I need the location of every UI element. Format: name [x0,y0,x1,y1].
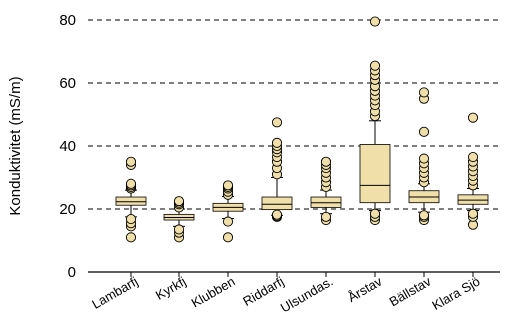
category-label-7: Klara Sjö [429,274,482,313]
outlier-point [467,151,479,163]
grid-layer [88,19,500,210]
outlier-point [467,208,479,219]
y-tick-label-40: 40 [59,138,76,155]
category-label-6: Bällstav [387,273,434,309]
box-group-5 [359,16,391,226]
y-tick-labels: 0 20 40 60 80 [59,12,76,281]
outlier-point [222,232,234,243]
box-group-1 [163,196,195,243]
category-label-5: Årstav [345,273,385,305]
box-iqr [261,196,293,211]
category-label-1: Kyrkfj [153,274,189,303]
outlier-point [418,87,430,98]
box-layer [115,16,489,243]
y-axis-title: Konduktivitet (mS/m) [7,76,24,215]
outlier-point [173,196,185,207]
outlier-point [271,209,283,220]
outlier-point [369,16,381,27]
outlier-point [125,232,137,243]
outlier-point [271,117,283,128]
outlier-point [173,224,185,235]
box-group-3 [261,117,293,222]
box-iqr [457,194,489,205]
outlier-point [125,214,137,225]
outlier-point [222,180,234,191]
box-iqr [115,196,147,206]
category-label-4: Ulsundas. [278,274,336,316]
outlier-point [369,60,381,71]
box-iqr [359,144,391,204]
outlier-point [125,156,137,167]
box-group-2 [212,180,244,243]
box-group-6 [408,87,440,226]
category-label-0: Lambarfj [89,274,140,312]
box-group-0 [115,156,147,243]
outlier-point [369,208,381,219]
y-tick-label-80: 80 [59,12,76,29]
box-group-4 [310,156,342,226]
outlier-point [418,153,430,164]
y-tick-label-0: 0 [68,264,76,281]
outlier-point [320,211,332,222]
outlier-point [467,112,479,123]
outlier-point [271,137,283,148]
outlier-point [125,178,137,189]
outlier-point [222,216,234,227]
y-tick-label-60: 60 [59,75,76,92]
box-group-7 [457,112,489,230]
outlier-point [320,156,332,167]
y-tick-label-20: 20 [59,201,76,218]
outlier-point [418,126,430,137]
category-label-2: Klubben [189,274,238,311]
outlier-point [418,210,430,221]
